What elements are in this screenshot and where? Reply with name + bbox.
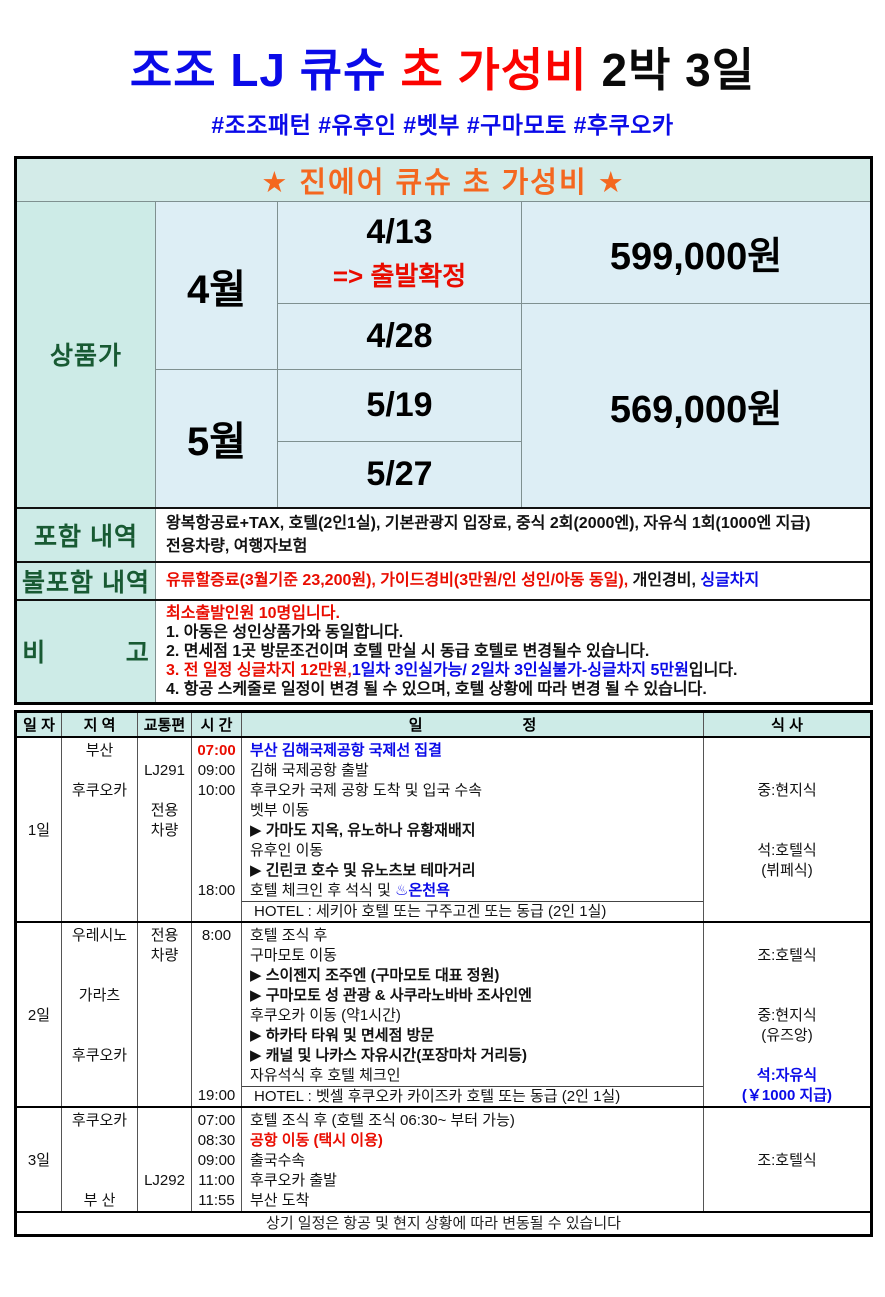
price-599000: 599,000원 [520,201,873,304]
page-title: 조조 LJ 큐슈 초 가성비 2박 3일 [0,34,885,100]
banner-row: ★ 진에어 큐슈 초 가성비 ★ [14,157,873,202]
day3-region: 후쿠오카 부 산 [61,1106,138,1213]
day1-label: 1일 [15,736,62,923]
excluded-label: 불포함 내역 [15,560,156,600]
date-cell-413: 4/13 => 출발확정 [277,201,522,304]
itinerary-header-row: 일 자 지 역 교통편 시 간 일 정 식 사 [15,710,872,738]
day2-region: 우레시노 가라츠 후쿠오카 [61,921,138,1108]
day1-region: 부산 후쿠오카 [61,736,138,923]
itinerary-footer-note: 상기 일정은 항공 및 현지 상황에 따라 변동될 수 있습니다 [15,1211,872,1236]
excluded-content: 유류할증료(3월기준 23,200원), 가이드경비(3만원/인 성인/아동 동… [154,560,873,600]
itinerary-table: 일 자 지 역 교통편 시 간 일 정 식 사 1일 부산 후쿠오카 LJ291… [14,709,873,1237]
header-plan: 일 정 [241,710,704,738]
itinerary-day3-row: 3일 후쿠오카 부 산 LJ292 07:00 08:30 09:00 11:00 11… [15,1106,872,1213]
date-cell-428: 4/28 [277,303,522,370]
price-row-2: 4/28 569,000원 [16,303,873,508]
day2-time: 8:00 19:00 [191,921,242,1108]
excluded-row: 불포함 내역 유류할증료(3월기준 23,200원), 가이드경비(3만원/인 … [15,560,873,600]
day3-transport: LJ292 [137,1106,192,1213]
date-413: 4/13 [366,212,433,251]
included-row: 포함 내역 왕복항공료+TAX, 호텔(2인1실), 기본관광지 입장료, 중식… [15,506,873,562]
notes-content: 최소출발인원 10명입니다. 1. 아동은 성인상품가와 동일합니다. 2. 면세점… [154,598,873,704]
notes-label: 비 고 [15,598,156,704]
day3-label: 3일 [15,1106,62,1213]
price-row-1: 상품가 4월 4/13 => 출발확정 599,000원 [15,201,873,508]
hashtag-line: #조조패턴 #유후인 #벳부 #구마모토 #후쿠오카 [211,112,674,138]
day1-transport: LJ291 전용 차량 [137,736,192,923]
included-content: 왕복항공료+TAX, 호텔(2인1실), 기본관광지 입장료, 중식 2회(20… [154,506,873,562]
itinerary-day1-row: 1일 부산 후쿠오카 LJ291 전용 차량 07:00 09:00 10:00 18… [15,736,872,923]
title-part-duration: 2박 3일 [601,44,756,96]
title-part-red: 초 가성비 [400,44,588,96]
price-row-3: 5월 5/19 [16,369,872,508]
day1-time: 07:00 09:00 10:00 18:00 [191,736,242,923]
notes-row: 비 고 최소출발인원 10명입니다. 1. 아동은 성인상품가와 동일합니다. 2.… [15,598,873,704]
day3-plan: 호텔 조식 후 (호텔 조식 06:30~ 부터 가능) 공항 이동 (택시 이용… [241,1106,704,1213]
title-part-blue: 조조 LJ 큐슈 [129,44,387,96]
banner-title: ★ 진에어 큐슈 초 가성비 ★ [14,157,873,202]
day1-plan: 부산 김해국제공항 국제선 집결 김해 국제공항 출발 후쿠오카 국제 공항 도착 … [241,736,704,923]
header-meal: 식 사 [703,710,872,738]
header-time: 시 간 [191,710,242,738]
price-info-table: ★ 진에어 큐슈 초 가성비 ★ 상품가 4월 4/13 => 출발확정 599… [14,156,874,705]
day3-meal: 조:호텔식 [703,1106,872,1213]
price-row-4: 5/27 [16,441,872,508]
day2-plan: 호텔 조식 후 구마모토 이동 ▶ 스이젠지 조주엔 (구마모토 대표 정원) ▶ 구… [241,921,704,1108]
day1-meal: 중:현지식 석:호텔식 (뷔페식) [703,736,872,923]
day3-time: 07:00 08:30 09:00 11:00 11:55 [191,1106,242,1213]
day2-meal: 조:호텔식 중:현지식 (유즈앙) 석:자유식 (￥1000 지급) [703,921,872,1108]
included-label: 포함 내역 [15,506,156,562]
itinerary-footer-row: 상기 일정은 항공 및 현지 상황에 따라 변동될 수 있습니다 [15,1211,872,1236]
price-569000: 569,000원 [520,303,873,508]
date-cell-519: 5/19 [277,369,522,442]
header-transport: 교통편 [137,710,192,738]
itinerary-day2-row: 2일 우레시노 가라츠 후쿠오카 전용 차량 8:00 19:00 호텔 조식 후… [15,921,872,1108]
date-413-note: => 출발확정 [332,260,467,291]
header-region: 지 역 [61,710,138,738]
day2-label: 2일 [15,921,62,1108]
month-april-cell: 4월 [155,201,278,370]
month-may-cell: 5월 [155,369,278,508]
date-cell-527: 5/27 [277,441,522,508]
day2-transport: 전용 차량 [137,921,192,1108]
header-day: 일 자 [15,710,62,738]
price-row-label: 상품가 [15,201,156,508]
